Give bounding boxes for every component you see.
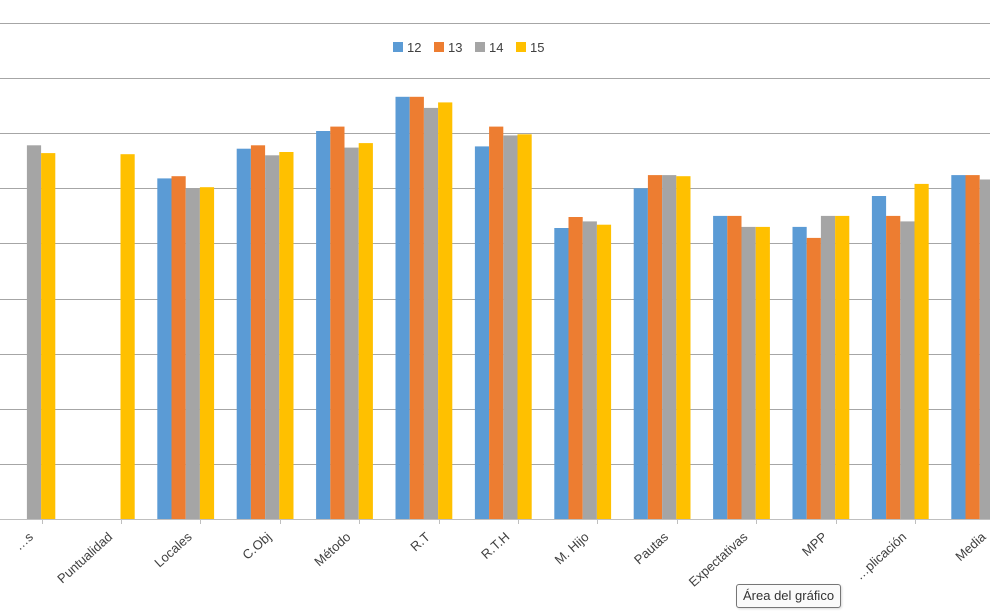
- x-tick-label: R.T: [407, 529, 433, 554]
- legend[interactable]: 12 13 14 15: [393, 40, 544, 55]
- legend-item-15[interactable]: 15: [516, 40, 544, 55]
- bar-12[interactable]: [871, 196, 887, 519]
- x-tick-label: MPP: [799, 529, 830, 559]
- bar-13[interactable]: [171, 176, 186, 519]
- bar-15[interactable]: [279, 152, 294, 519]
- legend-swatch: [393, 42, 403, 52]
- bar-14[interactable]: [423, 107, 439, 520]
- x-tick-label: …s: [11, 529, 36, 554]
- x-tick-label: Expectativas: [686, 529, 751, 590]
- legend-swatch: [516, 42, 526, 52]
- bar-13[interactable]: [806, 237, 821, 519]
- legend-swatch: [475, 42, 485, 52]
- bar-13[interactable]: [568, 217, 583, 519]
- bar-14[interactable]: [820, 215, 836, 519]
- bar-13[interactable]: [489, 126, 504, 519]
- bar-12[interactable]: [713, 215, 728, 519]
- bar-15[interactable]: [438, 102, 453, 520]
- legend-label: 14: [489, 40, 503, 55]
- x-axis: …s Puntualidad Locales C.Obj Método R.T R.T.H M…: [11, 519, 989, 590]
- x-tick-label: Locales: [151, 529, 195, 570]
- bar-14[interactable]: [265, 155, 280, 520]
- bar-15[interactable]: [755, 226, 770, 519]
- legend-label: 12: [407, 40, 421, 55]
- bar-14[interactable]: [185, 188, 200, 520]
- legend-item-14[interactable]: 14: [475, 40, 503, 55]
- bar-15[interactable]: [676, 176, 691, 519]
- x-tick-label: Pautas: [631, 529, 671, 568]
- bar-12[interactable]: [554, 228, 569, 519]
- bar-14[interactable]: [344, 147, 359, 519]
- bar-14[interactable]: [662, 175, 677, 519]
- legend-swatch: [434, 42, 444, 52]
- bar-15[interactable]: [517, 134, 532, 520]
- bar-13[interactable]: [965, 175, 980, 519]
- bar-12[interactable]: [474, 146, 490, 519]
- bar-12[interactable]: [157, 178, 172, 519]
- bar-14[interactable]: [503, 135, 518, 519]
- bar-15[interactable]: [835, 215, 850, 519]
- bar-15[interactable]: [914, 183, 929, 519]
- x-tick-label: M. Hijo: [552, 529, 592, 567]
- bar-12[interactable]: [236, 148, 251, 519]
- x-tick-label: …plicación: [852, 529, 909, 583]
- bar-13[interactable]: [727, 215, 742, 519]
- bar-15[interactable]: [120, 154, 135, 519]
- bar-12[interactable]: [395, 96, 410, 520]
- bar-15[interactable]: [41, 153, 56, 519]
- bar-12[interactable]: [316, 131, 331, 519]
- x-tick-label: Método: [311, 529, 353, 569]
- legend-item-12[interactable]: 12: [393, 40, 421, 55]
- bar-13[interactable]: [330, 126, 345, 519]
- bar-14[interactable]: [979, 179, 990, 520]
- x-tick-label: Media: [952, 529, 989, 564]
- legend-label: 15: [530, 40, 544, 55]
- legend-item-13[interactable]: 13: [434, 40, 462, 55]
- bar-13[interactable]: [886, 215, 901, 519]
- legend-label: 13: [448, 40, 462, 55]
- x-tick-label: C.Obj: [239, 529, 274, 562]
- x-tick-label: Puntualidad: [54, 529, 115, 586]
- bar-12[interactable]: [951, 175, 966, 519]
- bars: [26, 96, 990, 520]
- bar-12[interactable]: [792, 226, 807, 519]
- bar-14[interactable]: [900, 221, 915, 519]
- x-tick-label: R.T.H: [478, 529, 512, 562]
- bar-14[interactable]: [741, 226, 756, 519]
- bar-15[interactable]: [358, 143, 373, 519]
- bar-13[interactable]: [647, 175, 663, 519]
- chart-area-tooltip: Área del gráfico: [736, 584, 842, 608]
- bar-15[interactable]: [199, 187, 215, 519]
- bar-12[interactable]: [633, 188, 648, 520]
- bar-14[interactable]: [26, 145, 42, 520]
- bar-13[interactable]: [250, 145, 266, 520]
- bar-14[interactable]: [582, 221, 597, 519]
- bar-15[interactable]: [596, 224, 612, 519]
- bar-13[interactable]: [409, 96, 424, 520]
